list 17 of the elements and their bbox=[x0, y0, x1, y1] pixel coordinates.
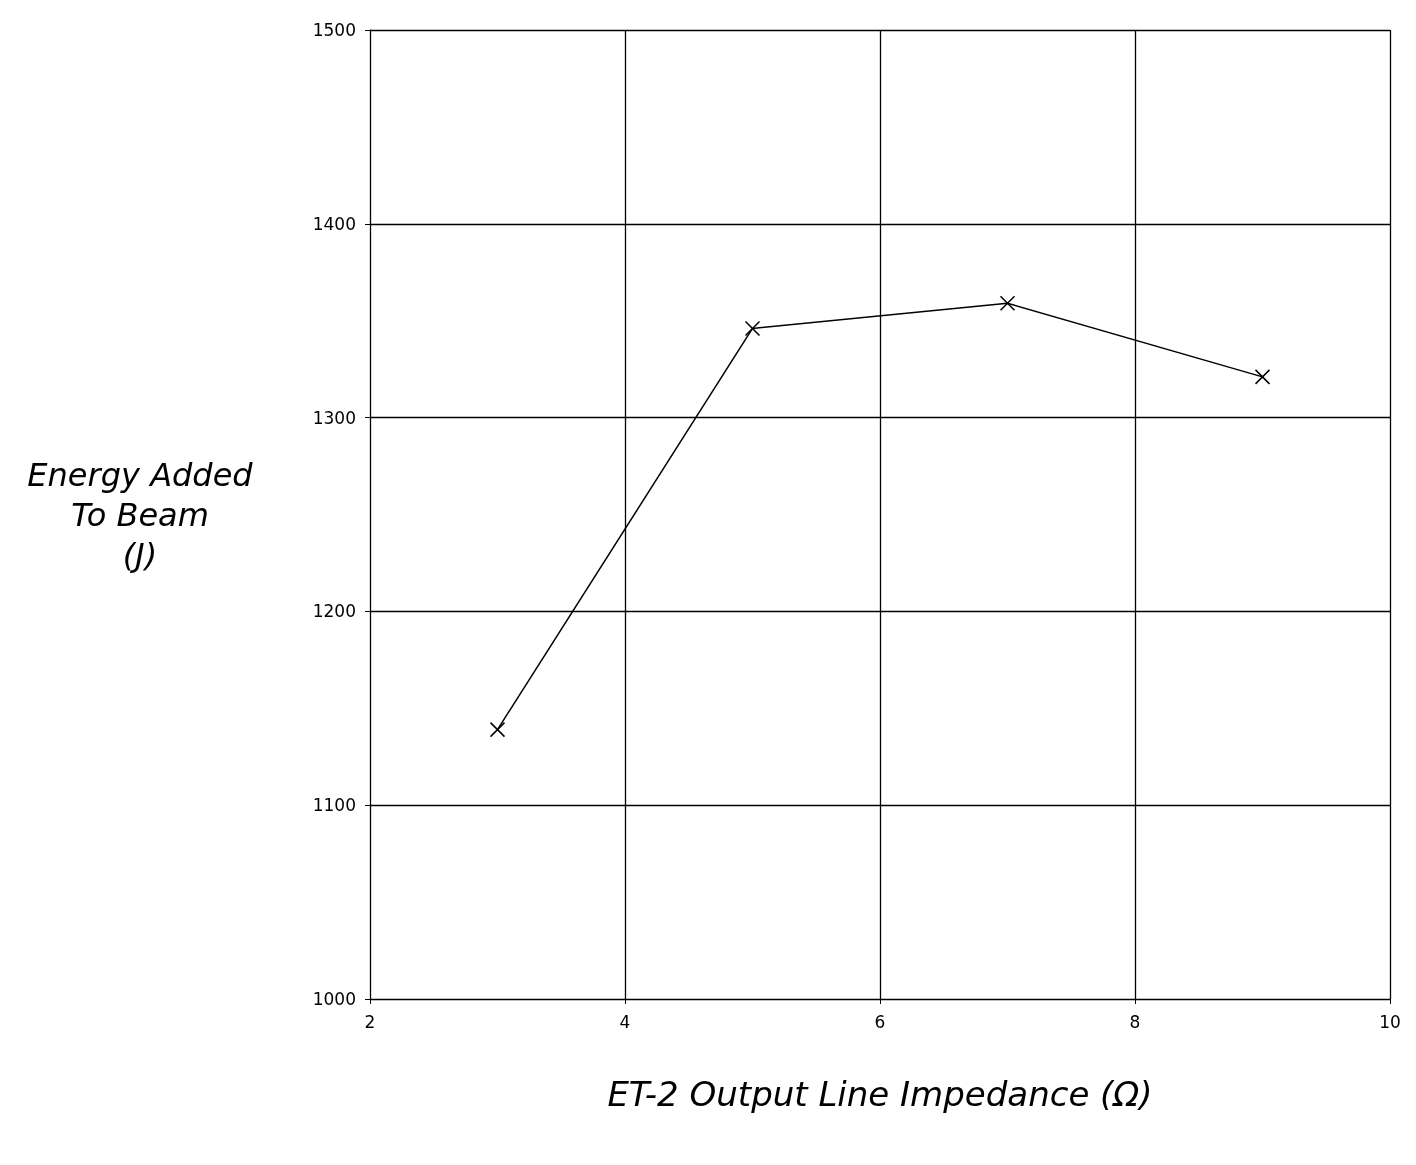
point bbox=[489, 721, 506, 738]
x-tick-label: 10 bbox=[1379, 1011, 1401, 1032]
y-tick-label: 1100 bbox=[312, 795, 356, 816]
y-tick-label: 1400 bbox=[312, 213, 356, 234]
x-tick-label: 6 bbox=[874, 1011, 886, 1032]
point bbox=[999, 295, 1016, 312]
x-tick-label: 2 bbox=[364, 1011, 376, 1032]
x-tick-label: 8 bbox=[1129, 1011, 1141, 1032]
x-axis-title: ET-2 Output Line Impedance (Ω) bbox=[607, 1074, 1153, 1114]
point bbox=[744, 320, 761, 337]
x-tick-label: 4 bbox=[619, 1011, 631, 1032]
y-tick-label: 1300 bbox=[312, 407, 356, 428]
point bbox=[1254, 369, 1271, 385]
y-tick-label: 1500 bbox=[312, 20, 356, 40]
y-tick-label: 1000 bbox=[312, 989, 356, 1009]
y-tick-label: 1200 bbox=[312, 601, 356, 622]
y-axis-title: Energy Added To Beam (J) bbox=[27, 455, 254, 574]
